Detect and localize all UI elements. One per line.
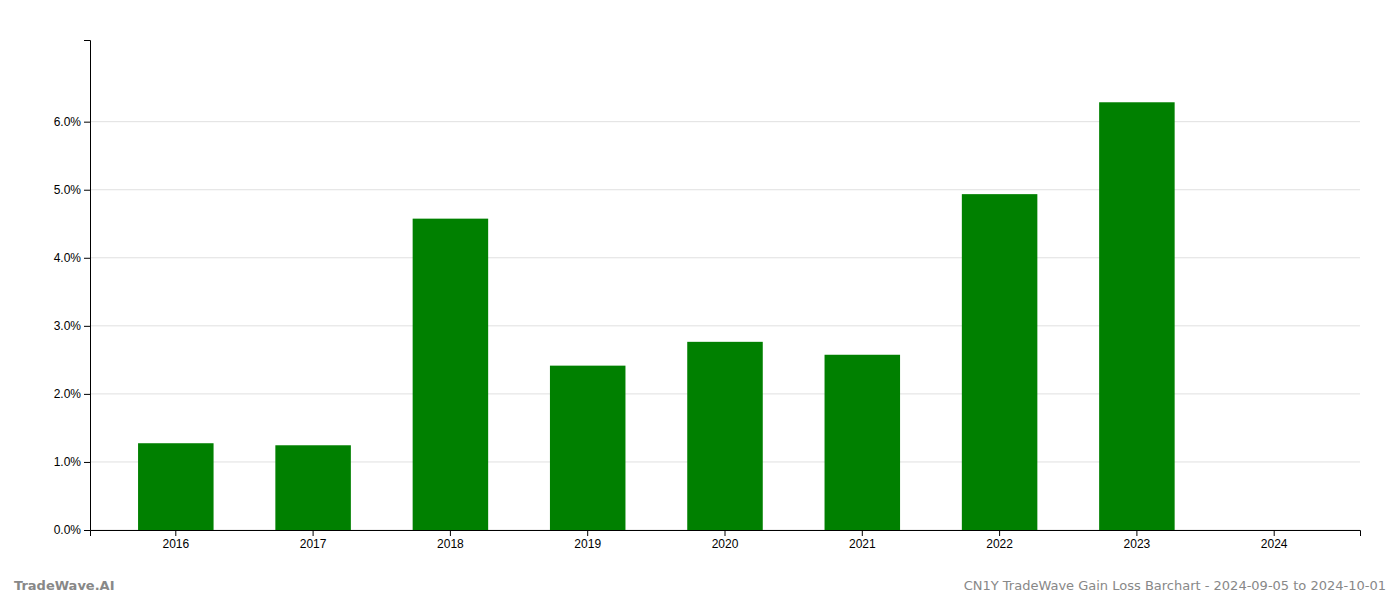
x-tick-label: 2022: [986, 537, 1013, 551]
x-tick-mark: [1136, 530, 1137, 536]
bars: [138, 102, 1175, 530]
x-tick-mark: [313, 530, 314, 536]
x-tick-mark: [450, 530, 451, 536]
bar: [1099, 102, 1175, 530]
y-tick-mark: [84, 530, 90, 531]
y-tick: 3.0%: [54, 319, 90, 333]
x-axis: 2016 2017 2018 2019 2020 2021 2022 2023 2024: [91, 530, 1361, 551]
x-tick: 2022: [986, 530, 1013, 551]
y-tick: 4.0%: [54, 251, 90, 265]
bar: [962, 194, 1038, 530]
x-tick: 2016: [162, 530, 189, 551]
y-tick-mark: [84, 122, 90, 123]
y-tick-mark: [84, 190, 90, 191]
x-tick: 2017: [300, 530, 327, 551]
x-tick: 2023: [1124, 530, 1151, 551]
y-tick-label: 1.0%: [54, 455, 82, 469]
x-tick: 2021: [849, 530, 876, 551]
y-tick: 0.0%: [54, 523, 90, 537]
bar: [275, 445, 351, 530]
x-tick-mark: [175, 530, 176, 536]
x-tick-label: 2024: [1261, 537, 1288, 551]
y-tick-label: 5.0%: [54, 183, 82, 197]
x-tick: 2020: [712, 530, 739, 551]
y-axis-line: [84, 41, 91, 531]
chart-svg: 0.0% 1.0% 2.0% 3.0% 4.0% 5.0% 6.0% 2016 2017 2018…: [0, 0, 1400, 600]
x-tick: 2024: [1261, 530, 1288, 551]
x-tick-label: 2021: [849, 537, 876, 551]
x-tick-mark: [1274, 530, 1275, 536]
y-tick-label: 3.0%: [54, 319, 82, 333]
x-tick-mark: [587, 530, 588, 536]
x-tick-label: 2019: [574, 537, 601, 551]
x-tick-mark: [999, 530, 1000, 536]
x-tick-label: 2018: [437, 537, 464, 551]
y-tick-label: 6.0%: [54, 115, 82, 129]
y-axis: 0.0% 1.0% 2.0% 3.0% 4.0% 5.0% 6.0%: [54, 41, 91, 538]
y-tick: 1.0%: [54, 455, 90, 469]
bar: [138, 443, 214, 530]
x-tick: 2019: [574, 530, 601, 551]
y-tick-mark: [84, 394, 90, 395]
x-axis-line: [91, 531, 1361, 537]
x-tick-label: 2017: [300, 537, 327, 551]
x-tick-label: 2020: [712, 537, 739, 551]
y-tick-mark: [84, 326, 90, 327]
footer-right: CN1Y TradeWave Gain Loss Barchart - 2024…: [964, 578, 1386, 593]
y-tick: 6.0%: [54, 115, 90, 129]
y-tick-label: 4.0%: [54, 251, 82, 265]
y-tick-mark: [84, 462, 90, 463]
y-tick-mark: [84, 258, 90, 259]
y-tick-label: 0.0%: [54, 523, 82, 537]
bar: [550, 366, 626, 530]
x-tick-mark: [725, 530, 726, 536]
plot: 0.0% 1.0% 2.0% 3.0% 4.0% 5.0% 6.0% 2016 2017 2018…: [54, 41, 1361, 551]
y-tick-label: 2.0%: [54, 387, 82, 401]
bar: [825, 355, 901, 530]
y-tick: 5.0%: [54, 183, 90, 197]
x-tick-label: 2016: [162, 537, 189, 551]
x-tick-mark: [862, 530, 863, 536]
x-tick: 2018: [437, 530, 464, 551]
x-tick-label: 2023: [1124, 537, 1151, 551]
bar: [413, 219, 489, 530]
footer-left: TradeWave.AI: [14, 578, 115, 593]
chart-container: 0.0% 1.0% 2.0% 3.0% 4.0% 5.0% 6.0% 2016 2017 2018…: [0, 0, 1400, 600]
y-tick: 2.0%: [54, 387, 90, 401]
bar: [687, 342, 763, 530]
